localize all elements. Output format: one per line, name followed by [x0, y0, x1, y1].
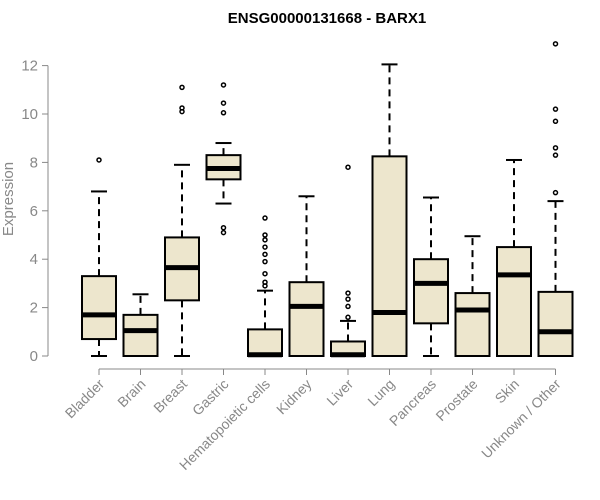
- box-brain: [122, 293, 159, 357]
- outlier-point: [552, 118, 559, 125]
- iqr-box: [122, 313, 159, 357]
- outlier-point: [345, 296, 351, 302]
- outlier-point: [220, 82, 227, 88]
- outlier-point: [220, 110, 227, 116]
- iqr-box: [454, 292, 491, 357]
- iqr-box: [247, 328, 283, 358]
- outlier-point: [96, 157, 102, 163]
- x-tick-label: Kidney: [273, 376, 315, 418]
- outlier-point: [345, 164, 351, 170]
- outlier-point: [552, 41, 559, 47]
- box-hematopoietic-cells: [247, 215, 283, 358]
- y-axis: 0 2 4 6 8 10 12: [21, 58, 49, 365]
- y-tick-label: 12: [21, 58, 38, 75]
- outlier-point: [262, 258, 268, 265]
- x-tick-label: Lung: [364, 376, 397, 409]
- x-tick-label: Unknown / Other: [478, 376, 564, 462]
- box-pancreas: [413, 196, 449, 357]
- x-tick-label: Prostate: [432, 376, 480, 424]
- iqr-box: [413, 258, 449, 325]
- outlier-point: [220, 229, 227, 236]
- outlier-point: [552, 189, 559, 196]
- box-prostate: [454, 235, 491, 357]
- outlier-point: [262, 244, 268, 250]
- outlier-point: [262, 270, 268, 277]
- outlier-point: [220, 100, 227, 106]
- box-lung: [371, 63, 408, 357]
- outlier-point: [345, 303, 351, 310]
- iqr-box: [288, 281, 325, 357]
- outlier-point: [552, 145, 559, 151]
- outlier-point: [262, 279, 268, 285]
- y-tick-label: 0: [30, 348, 38, 365]
- y-tick-label: 8: [30, 154, 38, 171]
- outlier-point: [552, 152, 559, 158]
- x-tick-label: Breast: [150, 376, 190, 416]
- y-axis-label: Expression: [0, 162, 17, 236]
- iqr-box: [537, 290, 574, 357]
- iqr-box: [496, 246, 532, 358]
- x-tick-label: Bladder: [62, 376, 108, 422]
- x-tick-label: Liver: [323, 376, 356, 409]
- plot-area: [81, 41, 574, 358]
- box-bladder: [81, 157, 117, 357]
- outlier-point: [179, 105, 185, 111]
- iqr-box: [81, 275, 117, 341]
- y-tick-label: 2: [30, 300, 38, 317]
- box-kidney: [288, 195, 325, 357]
- y-tick-label: 4: [30, 251, 38, 268]
- box-skin: [496, 158, 532, 358]
- outlier-point: [262, 232, 268, 238]
- outlier-point: [179, 84, 185, 91]
- outlier-point: [220, 224, 227, 231]
- x-tick-label: Skin: [492, 376, 523, 407]
- box-liver: [330, 164, 366, 358]
- chart-title: ENSG00000131668 - BARX1: [228, 10, 426, 27]
- outlier-point: [262, 215, 268, 221]
- y-tick-label: 6: [30, 203, 38, 220]
- outlier-point: [262, 251, 268, 258]
- iqr-box: [371, 155, 408, 357]
- box-breast: [164, 84, 200, 357]
- y-tick-label: 10: [21, 106, 38, 123]
- x-tick-label: Brain: [114, 376, 148, 410]
- outlier-point: [345, 314, 351, 321]
- box-gastric: [205, 82, 242, 236]
- outlier-point: [552, 106, 559, 112]
- box-unknown-other: [537, 41, 574, 357]
- outlier-point: [262, 237, 268, 243]
- outlier-point: [345, 290, 351, 296]
